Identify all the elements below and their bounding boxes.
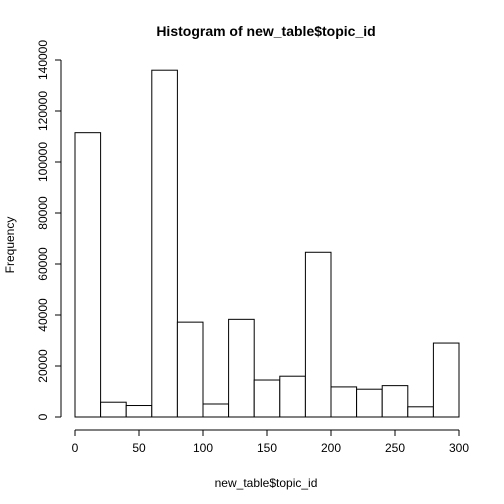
x-tick-label: 50 xyxy=(132,441,146,455)
histogram-bar-14 xyxy=(432,342,460,418)
y-tick-label: 0 xyxy=(36,413,50,420)
histogram-bar-5 xyxy=(202,403,230,418)
y-tick-label: 80000 xyxy=(36,196,50,230)
histogram-bar-11 xyxy=(356,388,383,418)
y-tick-label: 60000 xyxy=(36,247,50,281)
chart-title: Histogram of new_table$topic_id xyxy=(156,23,375,39)
y-tick-label: 120000 xyxy=(36,91,50,131)
bars-group xyxy=(74,69,460,418)
y-tick-label: 40000 xyxy=(36,298,50,332)
histogram-bar-8 xyxy=(279,375,306,418)
x-axis: 0 50 100 150 200 250 300 xyxy=(72,429,469,455)
histogram-bar-13 xyxy=(407,406,434,418)
x-tick-label: 300 xyxy=(449,441,469,455)
x-tick-label: 100 xyxy=(193,441,213,455)
histogram-bar-7 xyxy=(253,379,281,418)
histogram-bar-2 xyxy=(125,405,153,418)
histogram-bar-0 xyxy=(74,132,102,418)
y-axis: 0 20000 40000 60000 80000 100000 120000 140000 xyxy=(36,40,62,420)
histogram-bar-4 xyxy=(176,321,204,418)
histogram-bar-12 xyxy=(381,385,409,418)
x-tick-label: 150 xyxy=(257,441,277,455)
histogram-bar-6 xyxy=(228,318,255,418)
y-tick-label: 100000 xyxy=(36,142,50,182)
y-axis-label: Frequency xyxy=(3,217,17,274)
y-tick-label: 20000 xyxy=(36,349,50,383)
y-tick-label: 140000 xyxy=(36,40,50,80)
x-tick-label: 200 xyxy=(321,441,341,455)
histogram-bar-3 xyxy=(151,69,178,418)
x-axis-label: new_table$topic_id xyxy=(215,476,318,490)
histogram-bar-1 xyxy=(100,401,127,418)
histogram-bar-9 xyxy=(304,251,332,418)
x-tick-label: 250 xyxy=(385,441,405,455)
histogram-bar-10 xyxy=(330,386,358,418)
x-tick-label: 0 xyxy=(72,441,79,455)
